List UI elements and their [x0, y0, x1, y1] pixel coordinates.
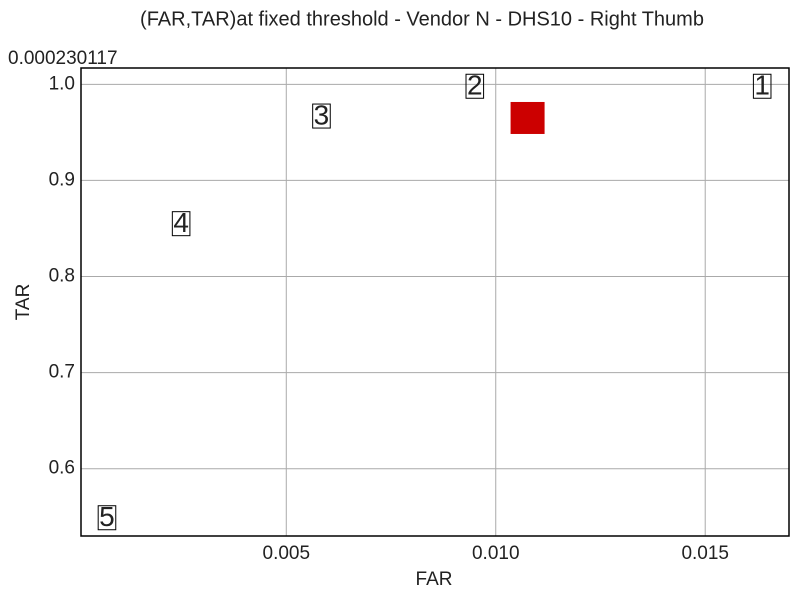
- plot-frame: [80, 67, 790, 537]
- y-tick-label: 0.7: [49, 362, 75, 383]
- point-box: [465, 73, 485, 99]
- y-axis-label: TAR: [13, 284, 34, 321]
- annotation: 0.000230117: [8, 48, 118, 69]
- point-box: [752, 73, 772, 99]
- point-label: 4: [173, 207, 189, 238]
- point-label: 2: [467, 70, 483, 101]
- chart-title: (FAR,TAR)at fixed threshold - Vendor N -…: [140, 8, 704, 30]
- point: [510, 101, 545, 134]
- point-label: 5: [99, 501, 115, 532]
- y-tick-label: 0.6: [49, 458, 75, 479]
- y-tick-label: 0.9: [49, 169, 75, 190]
- y-tick-label: 0.8: [49, 266, 75, 287]
- point-box: [97, 505, 117, 531]
- point-label: 3: [314, 99, 330, 130]
- x-tick-label: 0.015: [681, 543, 729, 564]
- point-box: [312, 103, 331, 129]
- x-axis-label: FAR: [416, 569, 453, 590]
- point-label: 1: [754, 70, 770, 101]
- x-tick-label: 0.005: [263, 543, 311, 564]
- point-box: [171, 211, 191, 237]
- y-tick-label: 1.0: [49, 73, 75, 94]
- x-tick-label: 0.010: [472, 543, 520, 564]
